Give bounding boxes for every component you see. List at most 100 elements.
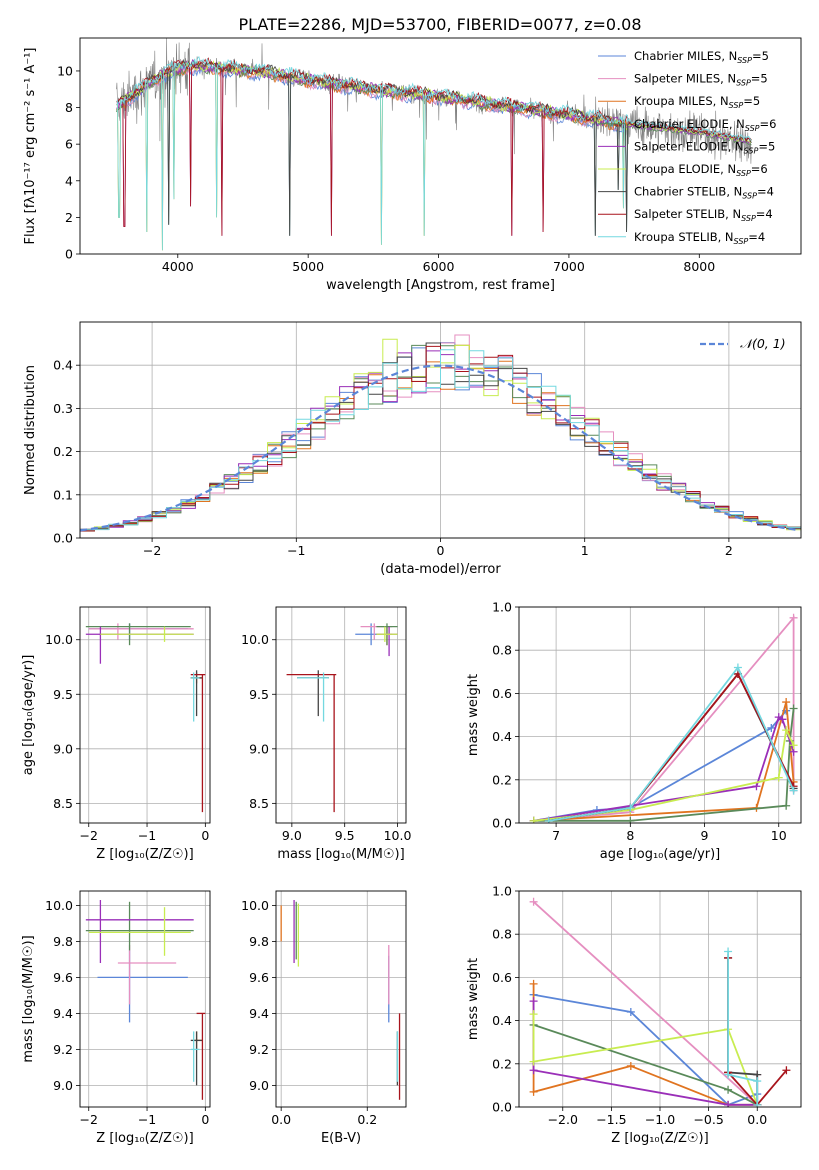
weight-series-line: [533, 1024, 758, 1106]
model-spectrum-line: [116, 56, 752, 251]
legend-label: Kroupa MILES, NSSP=5: [634, 94, 760, 110]
y-tick-label: 9.4: [53, 1006, 73, 1021]
weight-point-marker: [767, 723, 776, 732]
x-tick-label: −1: [138, 828, 156, 843]
legend-label: Salpeter MILES, NSSP=5: [634, 72, 768, 88]
y-tick-label: 0.0: [492, 816, 512, 831]
legend-label: 𝒩(0, 1): [740, 336, 786, 351]
y-tick-label: 10.0: [241, 632, 269, 647]
weight-point-marker: [529, 897, 538, 906]
y-tick-label: 0.8: [492, 643, 512, 658]
y-tick-label: 0.6: [492, 686, 512, 701]
x-tick-label: 8000: [683, 259, 715, 274]
legend-label: Kroupa ELODIE, NSSP=6: [634, 162, 768, 178]
y-tick-label: 0.6: [492, 970, 512, 985]
gaussian-curve: [80, 364, 799, 532]
y-tick-label: 8: [65, 100, 73, 115]
y-tick-label: 9.0: [53, 1078, 73, 1093]
model-spectrum-line: [116, 58, 752, 236]
legend-label: Chabrier STELIB, NSSP=4: [634, 185, 774, 201]
plot-area: [85, 623, 206, 813]
residual-histogram-panel: −2 −1 0 1 2 0.0 0.1 0.2 0.3 0.4 (data-model)/error…: [23, 321, 802, 577]
weight-point-marker: [529, 1066, 538, 1075]
plot-area: [280, 900, 401, 1100]
y-tick-label: 9.5: [53, 687, 73, 702]
axes-frame: [518, 890, 802, 1108]
y-tick-label: 9.0: [249, 1078, 269, 1093]
weight-series-line: [532, 1014, 759, 1106]
weight-point-marker: [626, 816, 635, 823]
x-axis-label: E(B-V): [321, 1131, 361, 1146]
mass-vs-metallicity-panel: −2 −1 0 9.0 9.2 9.4 9.6 9.8 10.0 Z [log₁₀(Z/Z☉)] m…: [21, 890, 211, 1146]
y-axis-label: age [log₁₀(age/yr)]: [21, 655, 36, 776]
axes-frame: [275, 890, 407, 1108]
model-spectrum-line: [116, 60, 752, 251]
y-tick-label: 9.0: [249, 741, 269, 756]
y-tick-label: 0.4: [492, 729, 512, 744]
y-tick-label: 2: [65, 210, 73, 225]
weight-point-marker: [529, 1087, 538, 1096]
x-tick-label: 8: [626, 828, 634, 843]
weight-point-marker: [626, 1007, 635, 1016]
legend-label: Chabrier MILES, NSSP=5: [634, 49, 769, 65]
y-tick-label: 1.0: [492, 600, 512, 615]
x-tick-label: 2: [725, 543, 733, 558]
weight-point-marker: [733, 663, 742, 672]
x-axis-label: Z [log₁₀(Z/Z☉)]: [96, 847, 193, 862]
x-tick-label: 7000: [553, 259, 585, 274]
weight-point-marker: [724, 947, 733, 956]
weight-point-marker: [724, 1085, 733, 1094]
y-tick-label: 0.1: [53, 487, 73, 502]
x-tick-label: 9.5: [335, 828, 355, 843]
x-tick-label: 10: [771, 828, 787, 843]
x-tick-label: −2.0: [548, 1112, 578, 1127]
x-tick-label: 0.0: [747, 1112, 767, 1127]
y-tick-label: 9.0: [53, 741, 73, 756]
weight-point-marker: [782, 801, 791, 810]
x-tick-label: 0: [201, 828, 209, 843]
weight-point-marker: [753, 1077, 762, 1086]
y-axis-label: mass weight: [466, 674, 481, 756]
x-axis-label: mass [log₁₀(M/M☉)]: [277, 847, 404, 862]
x-axis-label: Z [log₁₀(Z/Z☉)]: [96, 1131, 193, 1146]
spectrum-panel: 4000 5000 6000 7000 8000 0 2 4 6 8 10 wavelength [A…: [23, 37, 802, 293]
y-tick-label: 6: [65, 137, 73, 152]
weight-series-line: [533, 715, 795, 822]
weight-series-line: [532, 901, 759, 1107]
y-tick-label: 10.0: [45, 898, 73, 913]
y-tick-label: 9.8: [249, 934, 269, 949]
y-tick-label: 0.0: [53, 531, 73, 546]
y-tick-label: 4: [65, 173, 73, 188]
weight-point-marker: [529, 1057, 538, 1066]
x-tick-label: 0: [201, 1112, 209, 1127]
x-tick-label: 0.2: [357, 1112, 377, 1127]
weight-point-marker: [782, 1066, 791, 1075]
x-tick-label: −1: [287, 543, 305, 558]
legend-label: Salpeter ELODIE, NSSP=5: [634, 139, 775, 155]
y-tick-label: 9.8: [53, 934, 73, 949]
y-axis-label: mass [log₁₀(M/M☉)]: [21, 935, 36, 1062]
x-tick-label: −1.0: [645, 1112, 675, 1127]
weight-series-line: [533, 993, 758, 1106]
weight-point-marker: [789, 613, 798, 622]
plot-area: [529, 897, 791, 1107]
x-axis-label: wavelength [Angstrom, rest frame]: [326, 278, 555, 293]
y-tick-label: 8.5: [53, 796, 73, 811]
figure-title: PLATE=2286, MJD=53700, FIBERID=0077, z=0…: [238, 15, 641, 34]
plot-area: [85, 900, 206, 1100]
y-tick-label: 0.0: [492, 1100, 512, 1115]
axes-frame: [79, 37, 802, 255]
weight-vs-age-panel: 7 8 9 10 0.0 0.2 0.4 0.6 0.8 1.0 age [log₁₀(age/yr…: [466, 600, 802, 862]
weight-series-line: [533, 615, 795, 822]
legend-label: Salpeter STELIB, NSSP=4: [634, 207, 773, 223]
x-axis-label: (data-model)/error: [380, 562, 501, 577]
weight-point-marker: [752, 782, 761, 791]
y-tick-label: 0.8: [492, 927, 512, 942]
x-tick-label: 6000: [423, 259, 455, 274]
x-tick-label: 0.0: [271, 1112, 291, 1127]
weight-series-line: [532, 983, 758, 1106]
y-tick-label: 9.2: [249, 1042, 269, 1057]
y-axis-label: Flux [fλ10⁻¹⁷ erg cm⁻² s⁻¹ A⁻¹]: [23, 48, 38, 245]
weight-point-marker: [724, 1070, 733, 1079]
y-tick-label: 10.0: [45, 632, 73, 647]
